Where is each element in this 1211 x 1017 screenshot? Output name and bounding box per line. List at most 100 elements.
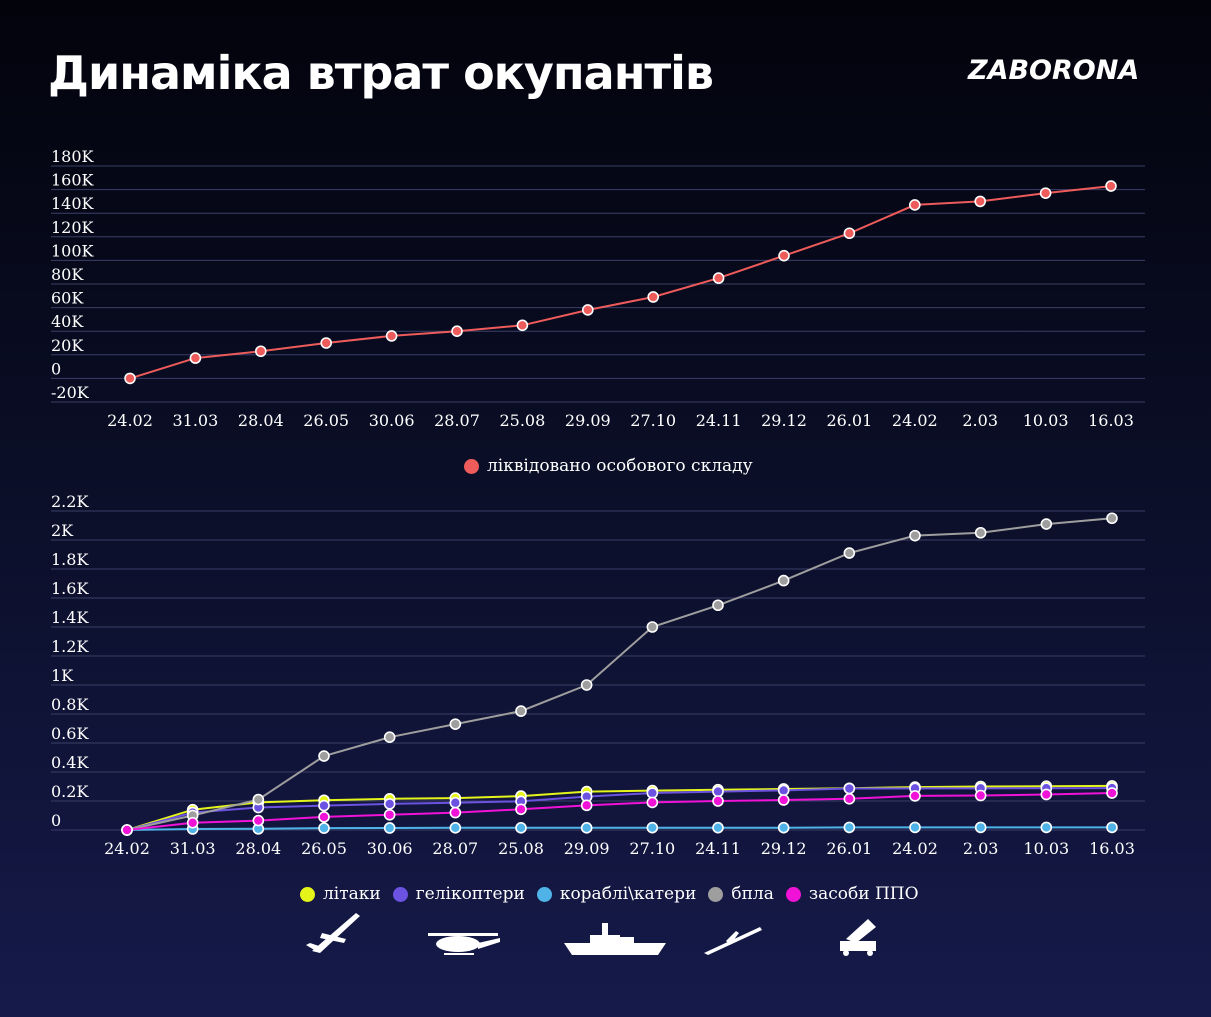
y-tick-label: 100K [51,241,95,260]
data-point [515,705,527,717]
legend-label: літаки [323,884,381,904]
x-tick-label: 29.12 [761,839,807,858]
legend-label: гелікоптери [415,884,525,904]
x-tick-label: 2.03 [962,411,998,430]
y-tick-label: 0 [51,359,61,378]
y-tick-label: 160K [51,171,95,190]
data-point [974,195,987,208]
x-tick-label: 25.08 [499,411,545,430]
y-tick-label: 1.2K [51,637,89,656]
x-tick-label: 27.10 [629,839,675,858]
x-tick-label: 27.10 [630,411,676,430]
y-tick-label: 120K [51,218,95,237]
x-tick-label: 30.06 [369,411,415,430]
series-line [129,185,1112,380]
x-tick-label: 10.03 [1023,839,1069,858]
series-line [126,826,1112,831]
y-tick-label: 0 [51,811,61,830]
data-point [974,526,987,539]
data-point [1040,788,1053,801]
data-point [1106,512,1118,525]
legend-label: ліквідовано особового складу [487,456,753,476]
data-point [451,325,463,337]
data-point [580,822,593,834]
x-tick-label: 16.03 [1089,839,1135,858]
data-point [515,803,527,816]
data-point [777,794,790,806]
data-point [712,821,724,834]
legend-item: ліквідовано особового складу [464,456,753,476]
data-point [385,330,398,342]
y-tick-label: 60K [51,289,84,308]
data-point [646,821,659,834]
x-tick-label: 24.02 [892,839,938,858]
x-tick-label: 26.01 [826,411,872,430]
data-point [647,291,660,303]
personnel-chart-legend: ліквідовано особового складу [464,456,765,476]
legend-item: кораблі\катери [536,884,697,904]
data-point [909,529,921,542]
series-line [126,787,1113,831]
x-tick-label: 30.06 [367,839,413,858]
y-tick-label: 80K [51,265,84,284]
legend-item: літаки [300,884,381,904]
series-line [126,792,1113,831]
y-tick-label: 1K [51,666,74,685]
x-tick-label: 25.08 [498,839,544,858]
x-tick-label: 16.03 [1088,411,1134,430]
data-point [712,272,725,284]
data-point [1105,180,1117,192]
data-point [843,793,856,805]
data-point [974,821,987,834]
air-defense-launcher-icon [840,919,876,956]
x-tick-label: 26.01 [826,839,872,858]
x-tick-label: 24.02 [104,839,150,858]
y-tick-label: 2K [51,521,74,540]
data-point [646,796,659,809]
data-point [1039,187,1052,199]
data-point [778,249,790,262]
y-tick-label: 180K [51,147,95,166]
legend-swatch [300,886,315,902]
legend-swatch [708,886,724,902]
brand-logo: ZABORONA [968,55,1140,86]
warship-icon [564,923,666,955]
legend-label: засоби ППО [808,884,919,904]
x-tick-label: 24.11 [695,839,741,858]
airplane-icon [306,913,360,953]
personnel-losses-chart: 180K 160K 140K 120K 100K 80K 60K 40K 20K 0 -20K 24.… [51,147,1145,430]
data-point [252,814,265,827]
x-tick-label: 26.05 [303,411,349,430]
data-point [581,304,594,316]
data-point [189,352,202,364]
helicopter-icon [428,933,500,955]
data-point [1106,787,1118,799]
data-point [318,750,330,762]
data-point [254,345,267,358]
data-point [383,798,396,810]
y-tick-label: 0.6K [51,724,89,743]
data-point [908,199,921,211]
legend-item: бпла [708,884,774,904]
equipment-losses-chart: 2.2K 2K 1.8K 1.6K 1.4K 1.2K 1K 0.8K 0.6K 0.4K 0.2K… [51,492,1145,858]
data-point [515,822,527,834]
data-point [974,789,987,802]
y-tick-label: 2.2K [51,492,89,511]
y-tick-label: -20K [51,383,90,402]
data-point [318,811,330,823]
x-tick-label: 31.03 [170,839,216,858]
data-point [383,822,396,834]
data-point [777,784,790,797]
data-point [449,796,462,809]
page-title: Динаміка втрат окупантів [48,46,714,100]
data-point [252,793,265,806]
data-point [777,821,790,834]
y-tick-label: 1.8K [51,550,89,569]
data-point [580,799,593,812]
data-point [449,806,462,819]
x-tick-label: 24.02 [107,411,153,430]
legend-label: кораблі\катери [559,884,697,904]
y-tick-label: 0.2K [51,782,89,801]
data-point [449,822,462,834]
data-point [1040,821,1053,834]
